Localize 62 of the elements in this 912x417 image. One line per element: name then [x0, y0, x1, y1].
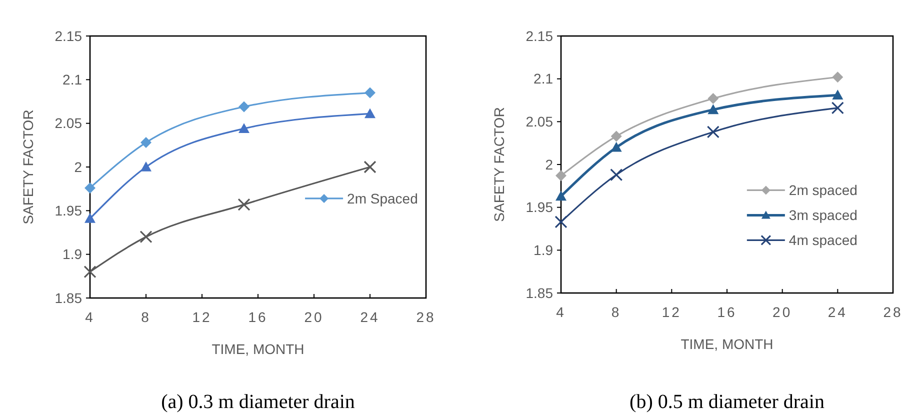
x-tick-label: 12: [662, 304, 682, 320]
x-axis-title: TIME, MONTH: [212, 341, 304, 357]
point: [610, 130, 622, 142]
x-tick-label: 4: [85, 309, 95, 325]
point: [831, 102, 844, 114]
point: [832, 72, 844, 83]
point: [84, 213, 96, 223]
point: [238, 101, 250, 112]
y-tick-label: 2: [74, 158, 82, 175]
y-tick-label: 1.85: [54, 290, 82, 306]
x-tick-label: 8: [611, 304, 622, 320]
point: [84, 266, 96, 278]
point: [364, 160, 376, 174]
point: [364, 108, 376, 118]
x-tick-label: 16: [717, 304, 737, 320]
point: [706, 126, 720, 138]
point: [140, 162, 152, 172]
point: [364, 87, 376, 98]
x-tick-label: 20: [772, 304, 792, 320]
legend-label: 4m spaced: [788, 232, 858, 248]
y-tick-label: 2.1: [534, 70, 554, 87]
point: [556, 170, 566, 182]
y-tick-label: 1.95: [526, 199, 554, 216]
y-tick-label: 2: [545, 156, 554, 172]
point: [610, 168, 623, 182]
text: (b) 0.5 m diameter drain: [630, 391, 824, 413]
point: [556, 190, 566, 201]
x-tick-label: 4: [556, 304, 566, 320]
legend-label: 3m spaced: [788, 207, 858, 224]
point: [140, 137, 152, 148]
point: [610, 142, 622, 152]
point: [84, 182, 96, 194]
y-axis-title: SAFETY FACTOR: [20, 110, 36, 224]
point: [554, 216, 568, 228]
y-axis-title: SAFETY FACTOR: [491, 107, 507, 222]
y-tick-label: 2.1: [62, 72, 82, 88]
y-tick-label: 1.95: [54, 202, 82, 219]
legend-label: 2m spaced: [788, 182, 858, 198]
point: [238, 123, 250, 133]
y-tick-label: 2.15: [526, 28, 554, 44]
y-tick-label: 1.85: [526, 284, 554, 301]
x-tick-label: 28: [883, 304, 903, 320]
x-tick-label: 16: [248, 309, 268, 325]
point: [708, 93, 719, 104]
x-tick-label: 24: [828, 304, 848, 320]
y-tick-label: 1.9: [62, 246, 82, 262]
legend-label: 2m Spaced: [347, 190, 418, 206]
x-tick-label: 28: [416, 309, 436, 325]
x-axis-title: TIME, MONTH: [680, 336, 774, 352]
text: (a) 0.3 m diameter drain: [161, 391, 355, 413]
x-tick-label: 24: [360, 309, 380, 325]
y-tick-label: 2.15: [54, 28, 82, 44]
point: [140, 230, 152, 244]
x-tick-label: 20: [304, 309, 324, 325]
y-tick-label: 2.05: [526, 114, 554, 130]
y-tick-label: 2.05: [54, 115, 82, 132]
point: [832, 90, 844, 100]
x-tick-label: 8: [141, 309, 151, 325]
x-tick-label: 12: [192, 309, 212, 325]
point: [708, 104, 719, 114]
point: [238, 198, 250, 211]
y-tick-label: 1.9: [534, 242, 554, 258]
